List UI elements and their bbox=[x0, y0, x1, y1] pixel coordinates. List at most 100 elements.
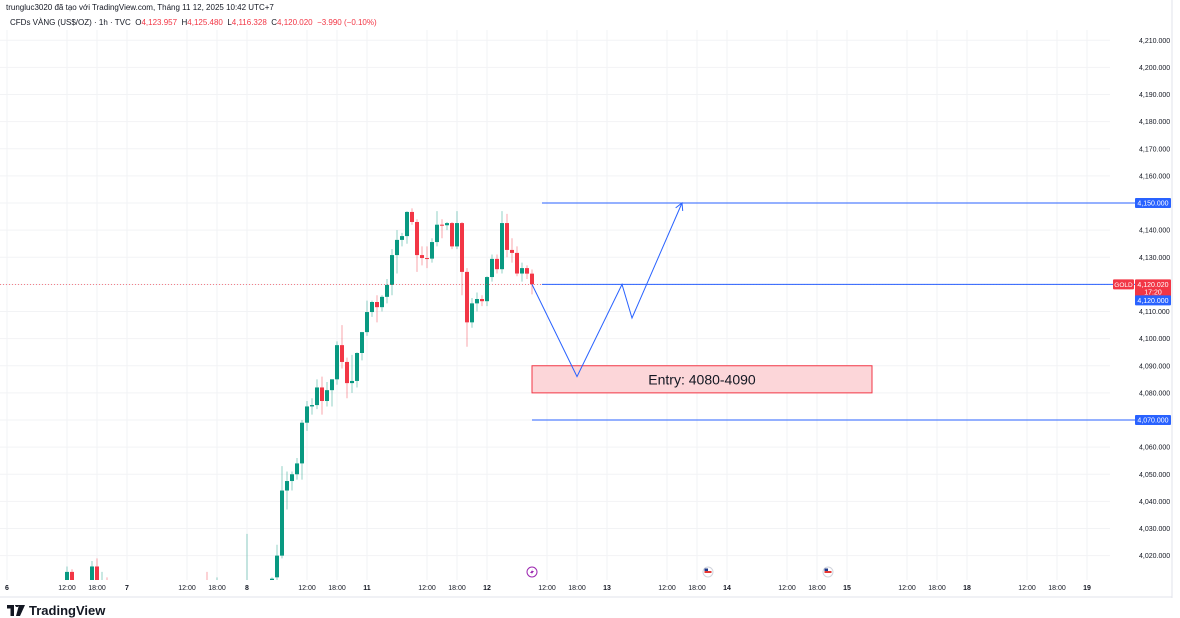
close-label: C bbox=[271, 18, 278, 27]
time-tick-label: 18:00 bbox=[568, 585, 586, 592]
price-tick-label: 4,090.000 bbox=[1139, 363, 1170, 370]
time-tick-label: 19 bbox=[1083, 585, 1091, 592]
time-tick-label: 18:00 bbox=[928, 585, 946, 592]
candle-body[interactable] bbox=[65, 571, 69, 600]
candle-body[interactable] bbox=[405, 211, 409, 237]
level-badge-high bbox=[1135, 198, 1171, 208]
candle-body[interactable] bbox=[505, 223, 509, 250]
candle-body[interactable] bbox=[430, 242, 434, 259]
tradingview-logo-icon bbox=[7, 605, 25, 616]
change-value: −3.990 (−0.10%) bbox=[317, 18, 377, 27]
candle-body[interactable] bbox=[445, 223, 449, 226]
candle-body[interactable] bbox=[330, 379, 334, 391]
candle-body[interactable] bbox=[355, 353, 359, 381]
candle-body[interactable] bbox=[315, 387, 319, 406]
price-tick-label: 4,030.000 bbox=[1139, 526, 1170, 533]
price-tick-label: 4,170.000 bbox=[1139, 146, 1170, 153]
candle-body[interactable] bbox=[325, 390, 329, 402]
candle-body[interactable] bbox=[385, 284, 389, 297]
candle-body[interactable] bbox=[365, 312, 369, 333]
projection-path[interactable] bbox=[531, 202, 683, 378]
candle-body[interactable] bbox=[510, 249, 514, 253]
price-tick-label: 4,130.000 bbox=[1139, 255, 1170, 262]
us-flag-icon-stripe bbox=[824, 571, 832, 573]
low-value: 4,116.328 bbox=[231, 18, 267, 27]
candle-body[interactable] bbox=[360, 332, 364, 354]
candle-body[interactable] bbox=[375, 302, 379, 308]
candle-body[interactable] bbox=[90, 566, 94, 596]
candle-body[interactable] bbox=[340, 345, 344, 362]
time-tick-label: 18 bbox=[963, 585, 971, 592]
candle-body[interactable] bbox=[395, 239, 399, 256]
price-tick-label: 4,110.000 bbox=[1139, 309, 1170, 316]
candle-body[interactable] bbox=[390, 255, 394, 285]
candle-body[interactable] bbox=[305, 406, 309, 423]
candle-body[interactable] bbox=[475, 299, 479, 304]
brand-name: TradingView bbox=[29, 603, 106, 618]
candle-body[interactable] bbox=[530, 273, 534, 285]
candle-body[interactable] bbox=[295, 463, 299, 475]
us-flag-icon-canton bbox=[824, 568, 828, 571]
candle-body[interactable] bbox=[480, 299, 484, 302]
us-flag-icon-canton bbox=[704, 568, 708, 571]
candle-body[interactable] bbox=[400, 236, 404, 240]
candle-body[interactable] bbox=[290, 474, 294, 482]
candle-body[interactable] bbox=[515, 252, 519, 274]
candle-body[interactable] bbox=[280, 490, 284, 556]
candle-body[interactable] bbox=[465, 271, 469, 323]
candle-body[interactable] bbox=[525, 268, 529, 274]
candle-body[interactable] bbox=[470, 303, 474, 323]
time-tick-label: 13 bbox=[603, 585, 611, 592]
candle-body[interactable] bbox=[485, 277, 489, 302]
time-tick-label: 7 bbox=[125, 585, 129, 592]
price-tick-label: 4,060.000 bbox=[1139, 445, 1170, 452]
candle-body[interactable] bbox=[275, 555, 279, 578]
time-tick-label: 11 bbox=[363, 585, 371, 592]
price-tick-label: 4,040.000 bbox=[1139, 499, 1170, 506]
candle-body[interactable] bbox=[70, 571, 74, 599]
price-tick-label: 4,180.000 bbox=[1139, 119, 1170, 126]
time-tick-label: 15 bbox=[843, 585, 851, 592]
candle-body[interactable] bbox=[370, 302, 374, 313]
candle-body[interactable] bbox=[490, 258, 494, 278]
candle-body[interactable] bbox=[320, 387, 324, 402]
candle-body[interactable] bbox=[345, 361, 349, 384]
price-tick-label: 4,020.000 bbox=[1139, 553, 1170, 560]
tradingview-logo: TradingView bbox=[7, 603, 105, 618]
candle-body[interactable] bbox=[460, 223, 464, 272]
lightning-icon-glyph bbox=[530, 569, 534, 575]
entry-zone[interactable] bbox=[531, 365, 873, 394]
candle-body[interactable] bbox=[350, 380, 354, 384]
candle-body[interactable] bbox=[335, 345, 339, 380]
us-flag-icon-stripe bbox=[704, 571, 712, 573]
entry-zone-label: Entry: 4080-4090 bbox=[648, 371, 756, 387]
candle-body[interactable] bbox=[270, 578, 274, 580]
symbol-legend: CFDs VÀNG (US$/OZ) · 1h · TVC O4,123.957… bbox=[10, 18, 377, 27]
candle-body[interactable] bbox=[410, 211, 414, 222]
candle-body[interactable] bbox=[300, 422, 304, 464]
high-label: H bbox=[181, 18, 188, 27]
price-tick-label: 4,160.000 bbox=[1139, 173, 1170, 180]
level-badge-mid bbox=[1135, 295, 1171, 306]
time-tick-label: 12:00 bbox=[778, 585, 796, 592]
candle-body[interactable] bbox=[435, 224, 439, 243]
symbol-info[interactable]: CFDs VÀNG (US$/OZ) · 1h · TVC bbox=[10, 18, 131, 27]
high-value: 4,125.480 bbox=[187, 18, 223, 27]
candle-body[interactable] bbox=[285, 481, 289, 491]
candle-body[interactable] bbox=[420, 255, 424, 259]
candle-body[interactable] bbox=[95, 566, 99, 596]
candle-body[interactable] bbox=[495, 258, 499, 270]
time-tick-label: 12:00 bbox=[298, 585, 316, 592]
price-chart[interactable]: 4,020.000 4,030.000 4,040.000 4,050.000 4,06… bbox=[0, 0, 1180, 600]
candle-body[interactable] bbox=[425, 258, 429, 260]
candle-body[interactable] bbox=[380, 296, 384, 308]
candle-body[interactable] bbox=[450, 223, 454, 247]
candle-body[interactable] bbox=[455, 223, 459, 247]
level-badge-mid-text: 4,120.000 bbox=[1137, 298, 1168, 305]
last-price-badge bbox=[1135, 279, 1171, 298]
candle-body[interactable] bbox=[520, 268, 524, 274]
candle-body[interactable] bbox=[310, 405, 314, 407]
candle-body[interactable] bbox=[440, 224, 444, 226]
candle-body[interactable] bbox=[500, 223, 504, 270]
candle-body[interactable] bbox=[415, 221, 419, 256]
